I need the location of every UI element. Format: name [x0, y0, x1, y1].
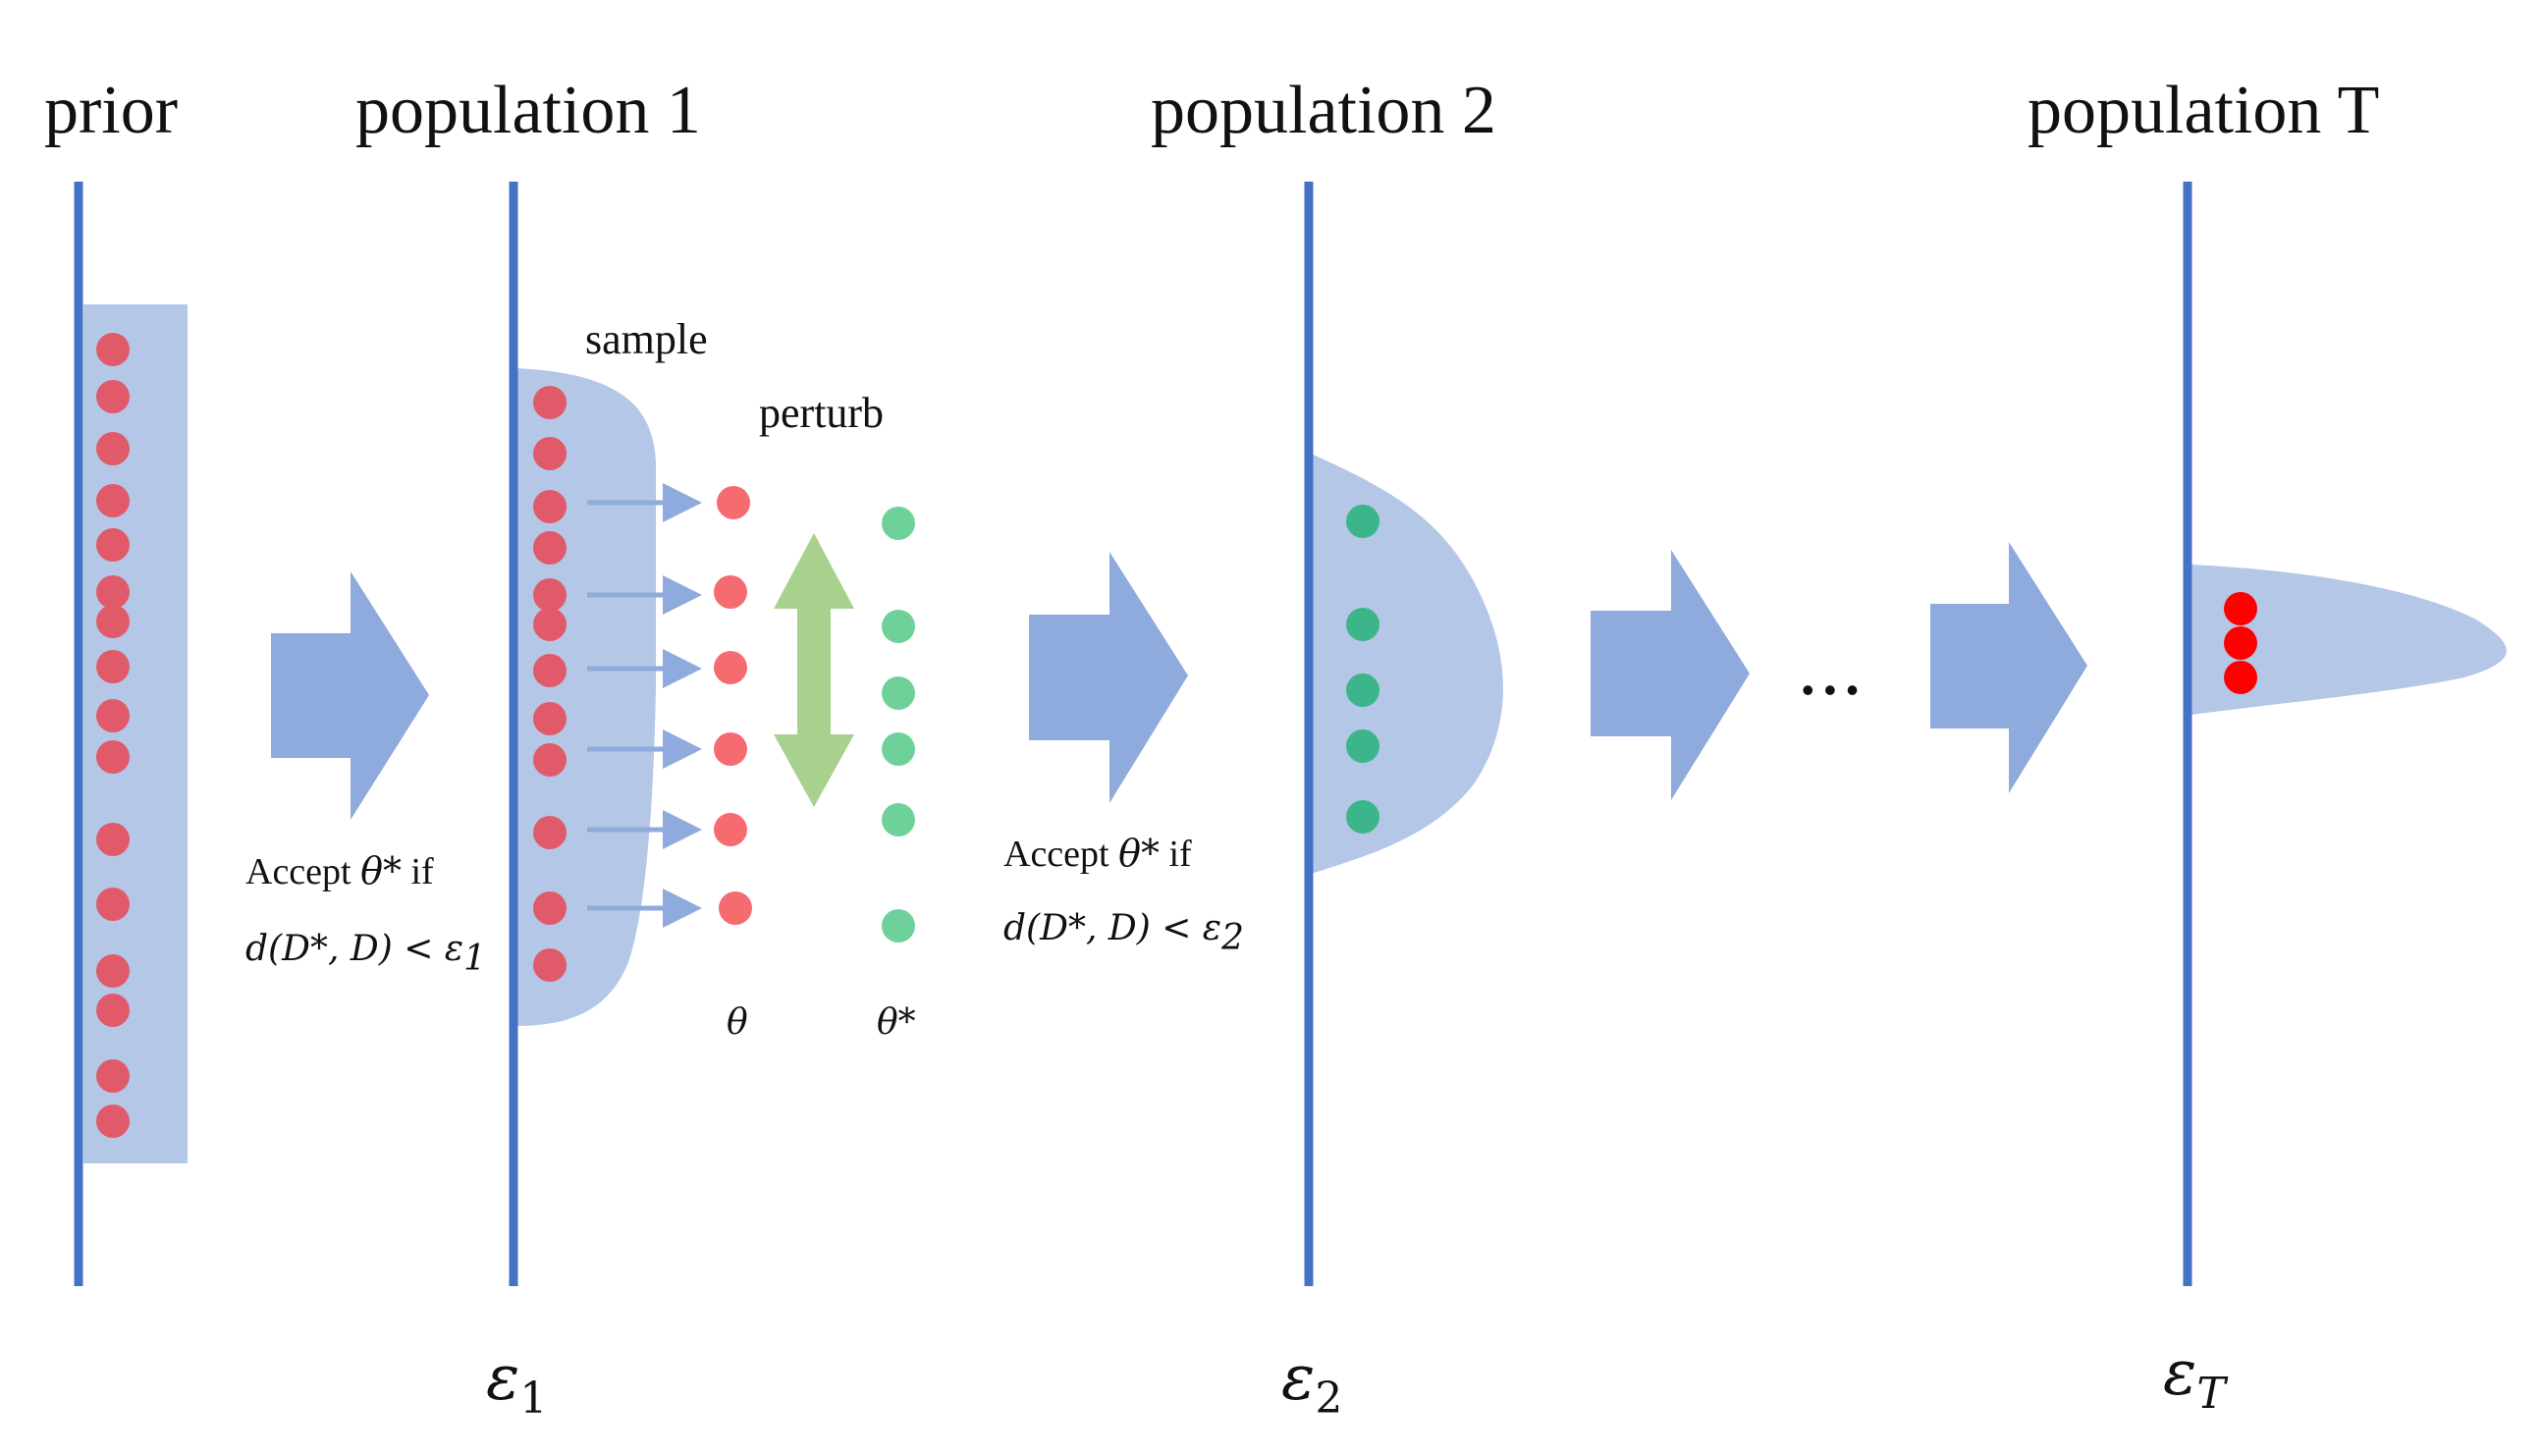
- accept-condition-1-line-2: d(D*, D) < ε1: [245, 929, 486, 979]
- threshold-epsilon-t: εT: [2163, 1337, 2229, 1419]
- epsilon-symbol: ε: [2163, 1337, 2196, 1410]
- particle: [533, 386, 567, 419]
- particle: [96, 528, 130, 562]
- epsilon-symbol: ε: [1281, 1342, 1315, 1415]
- particle: [717, 486, 750, 519]
- particle: [96, 888, 130, 921]
- particle: [719, 891, 752, 925]
- particle: [96, 484, 130, 517]
- population-2-distribution: [1311, 454, 1503, 874]
- particle: [714, 575, 747, 609]
- particle: [882, 610, 915, 643]
- sampled-theta-particles: [714, 486, 752, 925]
- particle: [96, 740, 130, 774]
- particle: [96, 380, 130, 413]
- particle: [882, 909, 915, 943]
- accept-condition-2-line-2: d(D*, D) < ε2: [1003, 908, 1244, 958]
- particle: [533, 490, 567, 523]
- perturb-arrow: [774, 533, 854, 807]
- heading-population-1: population 1: [355, 73, 701, 148]
- particle: [96, 333, 130, 366]
- population-1-particles: [533, 386, 567, 982]
- accept-variable: θ*: [360, 849, 402, 892]
- ellipsis: • • •: [1802, 670, 1859, 710]
- prior-particles: [96, 333, 130, 1138]
- distance-expression: d(D*, D) < ε: [1003, 908, 1221, 948]
- particle: [2224, 626, 2257, 660]
- perturbed-theta-star-particles: [882, 507, 915, 943]
- accept-suffix: if: [1160, 834, 1192, 875]
- sample-arrows: [587, 483, 702, 928]
- particle: [533, 578, 567, 612]
- particle: [96, 994, 130, 1027]
- particle: [1346, 800, 1379, 834]
- flow-arrow-population-2-onward: [1591, 550, 1750, 800]
- particle: [1346, 729, 1379, 763]
- particle: [2224, 661, 2257, 694]
- epsilon-subscript: 2: [1315, 1374, 1342, 1424]
- particle: [96, 1105, 130, 1138]
- epsilon-subscript: 1: [519, 1374, 547, 1424]
- epsilon-subscript: T: [2196, 1369, 2229, 1419]
- particle: [2224, 592, 2257, 625]
- heading-population-t: population T: [2027, 73, 2379, 148]
- epsilon-subscript: 1: [463, 939, 486, 979]
- particle: [533, 948, 567, 982]
- particle: [96, 605, 130, 638]
- population-1-distribution: [515, 368, 656, 1026]
- heading-population-2: population 2: [1151, 73, 1496, 148]
- particle: [882, 676, 915, 710]
- particle: [533, 743, 567, 777]
- particle: [96, 823, 130, 856]
- population-t-particles: [2224, 592, 2257, 694]
- particle: [96, 650, 130, 683]
- accept-variable: θ*: [1118, 832, 1160, 875]
- particle: [533, 891, 567, 925]
- particle: [882, 803, 915, 836]
- flow-arrow-population-1-to-population-2: [1029, 552, 1188, 803]
- particle: [1346, 608, 1379, 641]
- particle: [96, 954, 130, 988]
- particle: [96, 699, 130, 732]
- flow-arrow-to-population-t: [1930, 542, 2087, 793]
- epsilon-symbol: ε: [486, 1342, 519, 1415]
- distance-expression: d(D*, D) < ε: [245, 929, 463, 969]
- particle: [96, 1059, 130, 1093]
- particle: [1346, 505, 1379, 538]
- label-perturb: perturb: [759, 389, 884, 437]
- particle: [714, 732, 747, 766]
- prior-distribution: [83, 304, 188, 1163]
- label-theta-star: θ*: [877, 1002, 916, 1043]
- population-t-distribution: [2191, 565, 2507, 715]
- threshold-epsilon-1: ε1: [486, 1342, 547, 1424]
- population-2-particles: [1346, 505, 1379, 834]
- particle: [96, 575, 130, 609]
- accept-prefix: Accept: [245, 851, 360, 892]
- particle: [714, 651, 747, 684]
- epsilon-subscript: 2: [1220, 918, 1244, 958]
- accept-condition-1-line-1: Accept θ* if: [245, 849, 434, 892]
- particle: [882, 507, 915, 540]
- particle: [533, 654, 567, 687]
- accept-prefix: Accept: [1003, 834, 1118, 875]
- accept-suffix: if: [402, 851, 434, 892]
- particle: [1346, 674, 1379, 707]
- particle: [714, 813, 747, 846]
- flow-arrow-prior-to-population-1: [271, 571, 429, 820]
- particle: [533, 816, 567, 849]
- particle: [96, 432, 130, 465]
- accept-condition-2-line-1: Accept θ* if: [1003, 832, 1192, 875]
- particle: [533, 702, 567, 735]
- particle: [533, 531, 567, 565]
- heading-prior: prior: [44, 73, 178, 148]
- label-sample: sample: [585, 315, 708, 363]
- label-theta: θ: [727, 1002, 748, 1043]
- threshold-epsilon-2: ε2: [1281, 1342, 1342, 1424]
- particle: [533, 608, 567, 641]
- particle: [882, 732, 915, 766]
- particle: [533, 437, 567, 470]
